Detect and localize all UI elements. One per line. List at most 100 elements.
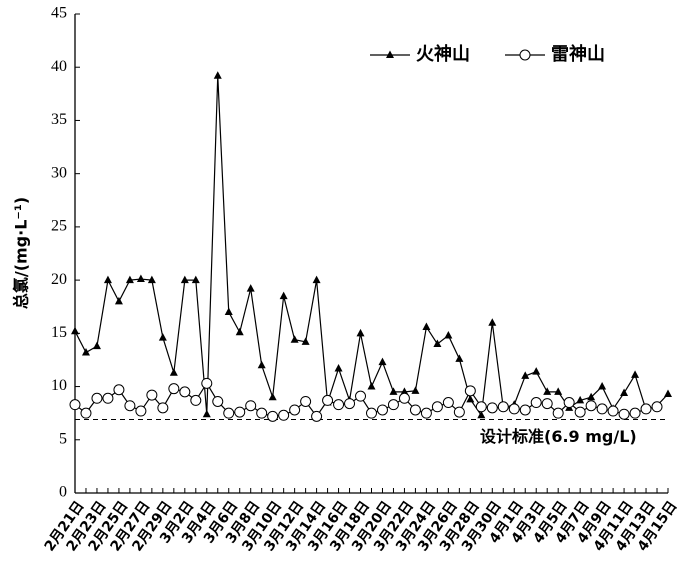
data-point — [179, 386, 191, 398]
data-point — [409, 404, 421, 416]
data-point — [114, 296, 123, 305]
data-point — [607, 405, 619, 417]
data-point — [301, 337, 310, 345]
data-point — [398, 392, 410, 404]
data-point — [355, 390, 367, 402]
data-point — [444, 330, 453, 339]
data-point — [574, 406, 586, 418]
data-point — [541, 398, 553, 410]
data-point — [664, 389, 672, 398]
y-tick-label: 0 — [59, 484, 67, 501]
data-point — [618, 408, 630, 420]
data-point — [554, 387, 563, 395]
data-point — [268, 392, 277, 401]
data-point — [387, 399, 399, 411]
data-point — [530, 397, 542, 409]
data-point — [212, 395, 224, 407]
data-point — [71, 326, 79, 335]
y-tick-label: 40 — [51, 58, 67, 75]
data-point — [158, 333, 167, 341]
data-point — [629, 407, 641, 419]
data-point — [224, 307, 233, 316]
data-point — [464, 385, 476, 397]
data-point — [620, 388, 629, 396]
data-point — [168, 383, 180, 395]
data-point — [552, 407, 564, 419]
data-point — [256, 407, 268, 419]
data-point — [333, 399, 345, 411]
y-tick-label: 35 — [51, 111, 67, 128]
data-point — [508, 403, 520, 415]
data-point — [125, 275, 134, 284]
y-tick-label: 30 — [51, 164, 67, 181]
y-axis-label: 总氯/(mg·L⁻¹) — [12, 197, 31, 309]
data-point — [300, 395, 312, 407]
data-point — [157, 402, 169, 414]
data-point — [475, 401, 487, 413]
data-point — [453, 406, 465, 418]
data-point — [488, 318, 497, 326]
data-point — [587, 392, 596, 401]
data-point — [191, 275, 200, 284]
data-point — [124, 400, 136, 412]
data-point — [257, 360, 266, 369]
y-tick-label: 25 — [51, 218, 67, 235]
data-point — [201, 377, 213, 389]
data-point — [289, 404, 301, 416]
data-point — [356, 328, 365, 337]
data-point — [466, 394, 475, 403]
data-point — [290, 335, 299, 343]
data-point — [81, 347, 90, 356]
data-point — [563, 397, 575, 409]
data-point — [246, 284, 255, 292]
data-point — [267, 410, 279, 422]
data-point — [486, 402, 498, 414]
data-point — [136, 274, 145, 283]
y-tick-label: 20 — [51, 271, 67, 288]
data-point — [367, 382, 376, 390]
data-point — [92, 341, 101, 350]
data-point — [102, 392, 114, 404]
data-point — [585, 400, 597, 412]
data-point — [69, 399, 81, 411]
data-point — [180, 275, 189, 284]
data-point — [103, 275, 112, 284]
data-point — [631, 370, 640, 378]
legend-label: 火神山 — [416, 43, 470, 65]
data-point — [519, 404, 531, 416]
data-point — [245, 400, 257, 412]
data-point — [497, 401, 509, 413]
data-point — [213, 71, 222, 79]
y-tick-label: 5 — [59, 430, 67, 447]
data-point — [389, 387, 398, 395]
reference-label: 设计标准(6.9 mg/L) — [480, 427, 637, 446]
y-tick-label: 15 — [51, 324, 67, 341]
data-point — [576, 395, 585, 404]
legend-marker — [386, 50, 394, 58]
data-point — [433, 339, 442, 347]
data-point — [543, 387, 552, 395]
data-point — [420, 407, 432, 419]
data-point — [640, 403, 652, 415]
y-tick-label: 45 — [51, 5, 67, 22]
data-point — [422, 322, 431, 330]
data-point — [190, 394, 202, 406]
data-point — [135, 405, 147, 417]
data-point — [400, 387, 409, 395]
data-point — [378, 357, 387, 366]
y-tick-label: 10 — [51, 377, 67, 394]
legend-label: 雷神山 — [551, 43, 605, 65]
data-point — [521, 371, 530, 379]
data-point — [455, 354, 464, 362]
data-point — [322, 394, 334, 406]
data-point — [651, 401, 663, 413]
data-point — [312, 275, 321, 284]
data-point — [431, 401, 443, 413]
data-point — [91, 392, 103, 404]
data-point — [223, 407, 235, 419]
data-point — [334, 363, 343, 372]
data-point — [376, 404, 388, 416]
data-point — [147, 275, 156, 284]
data-point — [596, 403, 608, 415]
